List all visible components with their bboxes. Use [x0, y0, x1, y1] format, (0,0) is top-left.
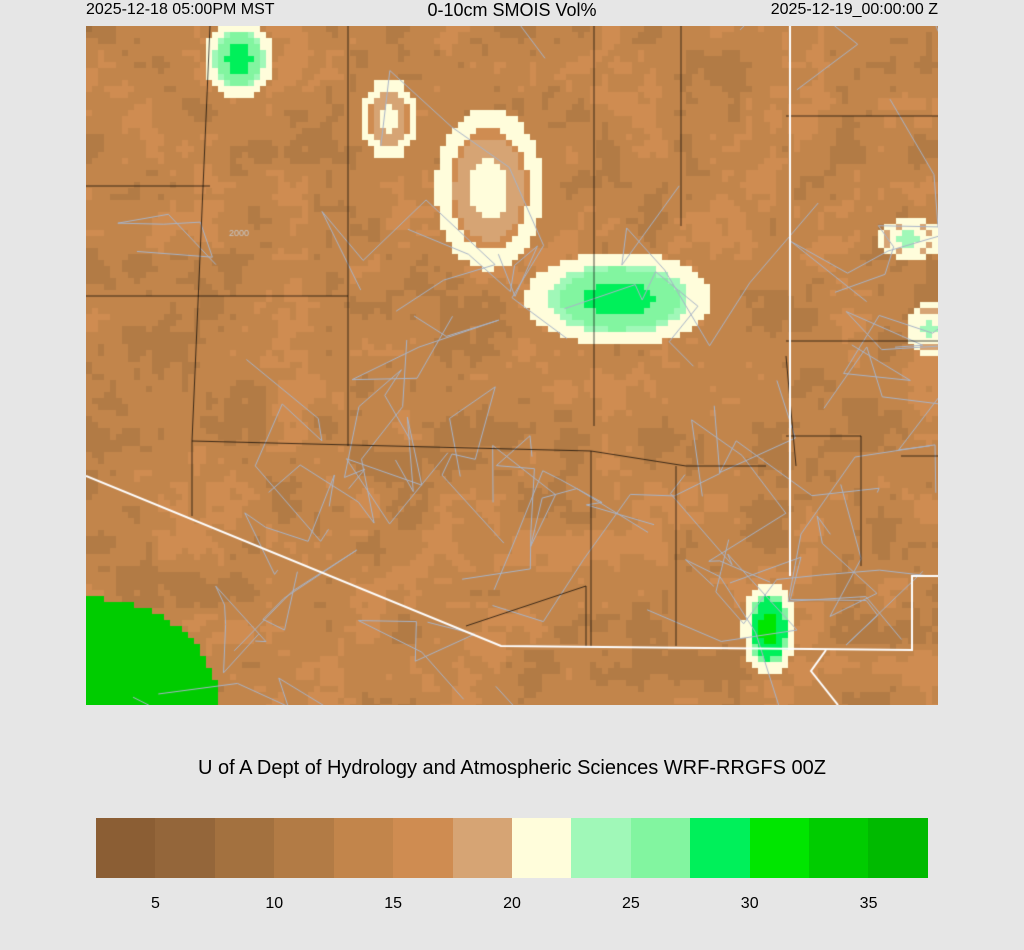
- colorbar-tick-label: 30: [740, 895, 759, 912]
- colorbar-tick-label: 10: [265, 895, 284, 912]
- colorbar-swatch: [333, 818, 394, 878]
- map-title: 0-10cm SMOIS Vol%: [427, 0, 597, 20]
- valid-time-local: 2025-12-18 05:00PM MST: [86, 1, 275, 18]
- soil-moisture-map: [86, 26, 938, 705]
- colorbar-swatch: [630, 818, 691, 878]
- colorbar-swatch: [511, 818, 572, 878]
- valid-time-utc: 2025-12-19_00:00:00 Z: [770, 1, 938, 18]
- colorbar-swatch: [155, 818, 215, 878]
- colorbar-tick-label: 20: [503, 895, 521, 912]
- colorbar-swatch: [749, 818, 810, 878]
- colorbar-swatch: [274, 818, 334, 878]
- colorbar-swatch: [571, 818, 631, 878]
- colorbar-tick-label: 5: [150, 895, 160, 912]
- colorbar-swatch: [96, 818, 156, 878]
- colorbar: [96, 818, 928, 878]
- colorbar-swatch: [809, 818, 869, 878]
- colorbar-tick-label: 25: [621, 895, 640, 912]
- credit-line: U of A Dept of Hydrology and Atmospheric…: [197, 757, 827, 779]
- colorbar-swatch: [393, 818, 453, 878]
- colorbar-swatch: [452, 818, 512, 878]
- colorbar-swatch: [690, 818, 750, 878]
- colorbar-swatch: [868, 818, 928, 878]
- colorbar-swatch: [214, 818, 275, 878]
- colorbar-tick-label: 35: [859, 895, 878, 912]
- colorbar-tick-label: 15: [384, 895, 403, 912]
